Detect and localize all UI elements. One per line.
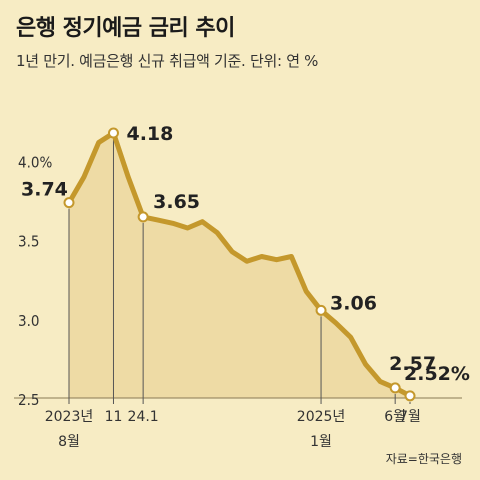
label-layer: 3.74 4.18 3.65 3.06 2.572.52% [21,123,470,385]
x-tick-label-sub: 8월 [58,434,80,450]
y-tick-label: 3.0 [18,312,39,330]
area-layer [69,133,410,398]
area-fill [69,133,410,398]
x-tick-label-sub: 1월 [310,434,332,450]
x-tick-label: 2023년 [45,409,94,425]
y-tick-label: 4.0% [18,154,52,172]
series-line [66,130,413,399]
data-point-marker [137,211,149,223]
x-tick-label: 24.1 [128,409,159,425]
data-label: 3.06 [330,292,377,314]
marker-layer [63,127,416,402]
data-point-marker [404,390,416,402]
data-point-marker [107,127,119,139]
data-point-marker [63,197,75,209]
x-tick-label: 7월 [399,409,421,425]
chart-subtitle: 1년 만기. 예금은행 신규 취급액 기준. 단위: 연 % [16,52,319,70]
line-layer [66,130,413,399]
data-point-marker [315,304,327,316]
chart-title: 은행 정기예금 금리 추이 [16,16,235,41]
y-tick-label: 2.5 [18,391,39,409]
x-tick-label: 6월 [384,409,406,425]
data-label: 2.52% [404,363,470,385]
x-tick-label: 2025년 [297,409,346,425]
data-label: 3.65 [153,191,200,213]
x-tick-label: 11 [105,409,123,425]
data-point-marker [389,382,401,394]
y-tick-label: 3.5 [18,233,39,251]
data-label: 2.57 [389,353,436,375]
source-note: 자료=한국은행 [385,452,462,466]
data-label: 4.18 [126,123,173,145]
data-label: 3.74 [21,179,68,201]
